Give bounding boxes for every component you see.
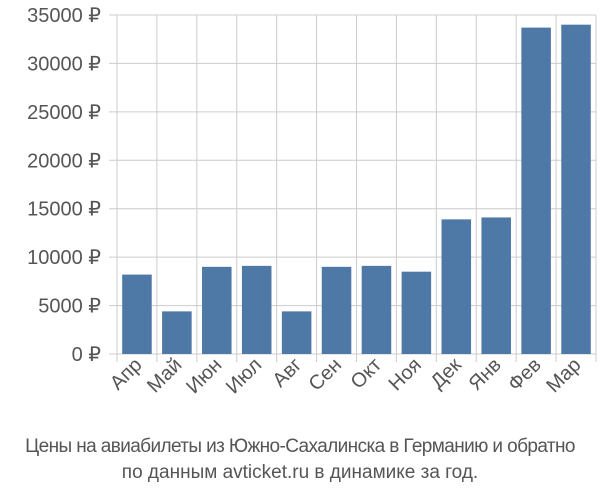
y-tick-label: 35000 ₽ — [27, 5, 101, 27]
bar — [281, 311, 312, 354]
x-tick-label: Апр — [106, 354, 147, 395]
bar — [401, 271, 432, 354]
x-tick-label: Мар — [542, 354, 585, 397]
x-tick-label: Ноя — [385, 354, 426, 395]
bar — [122, 274, 152, 354]
bar — [361, 265, 392, 354]
x-tick-label: Авг — [268, 354, 306, 392]
bar — [521, 27, 551, 354]
y-tick-label: 15000 ₽ — [27, 199, 101, 221]
x-tick-label: Дек — [427, 354, 466, 393]
y-tick-label: 25000 ₽ — [27, 102, 101, 124]
x-tick-label: Май — [143, 354, 186, 397]
y-tick-label: 5000 ₽ — [38, 296, 101, 318]
x-tick-label: Сен — [305, 354, 346, 395]
y-tick-label: 0 ₽ — [72, 344, 102, 366]
x-tick-label: Июн — [182, 354, 226, 398]
x-tick-label: Фев — [504, 354, 546, 396]
chart-caption-line-2: по данным avticket.ru в динамике за год. — [121, 462, 479, 483]
bar — [561, 24, 591, 354]
x-tick-label: Янв — [465, 354, 506, 395]
bar — [162, 311, 192, 354]
bar — [481, 217, 511, 354]
bar — [441, 219, 472, 354]
bar — [321, 266, 352, 354]
bar — [202, 266, 232, 354]
x-tick-label: Окт — [347, 354, 386, 393]
y-tick-label: 20000 ₽ — [27, 150, 101, 172]
y-tick-label: 10000 ₽ — [27, 247, 101, 269]
chart-caption-line-1: Цены на авиабилеты из Южно-Сахалинска в … — [25, 436, 575, 457]
y-tick-label: 30000 ₽ — [27, 53, 101, 75]
x-tick-label: Июл — [222, 354, 266, 398]
bar — [241, 265, 272, 354]
